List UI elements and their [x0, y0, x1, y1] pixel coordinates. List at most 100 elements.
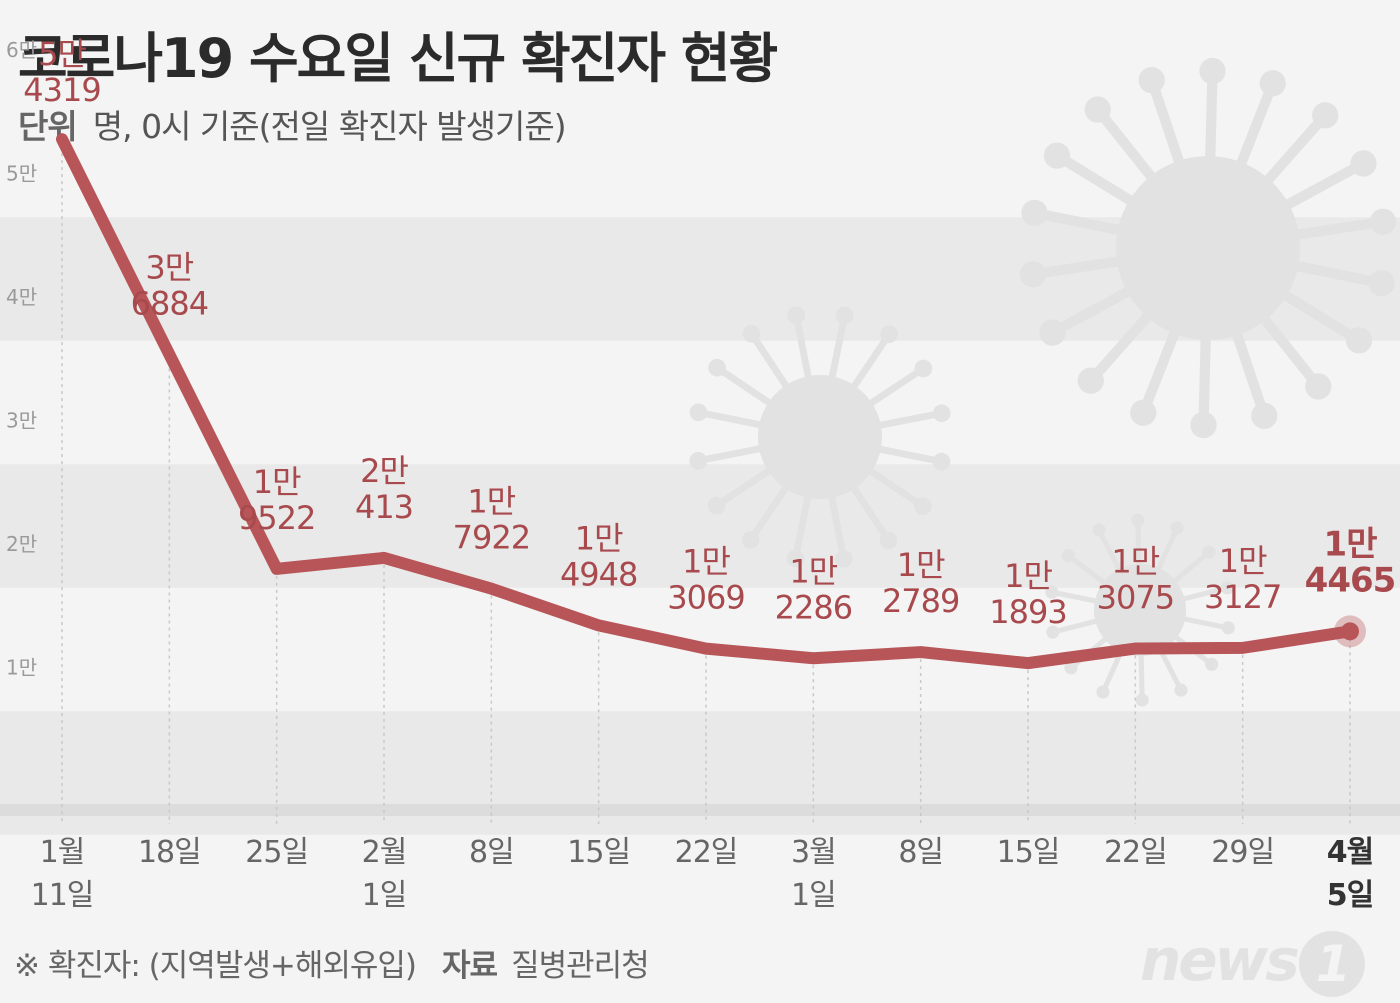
data-label-line1: 3만: [145, 248, 193, 286]
logo-text: news: [1140, 926, 1300, 994]
x-tick-label: 2월: [362, 835, 407, 870]
page-title: 코로나19 수요일 신규 확진자 현황: [18, 27, 778, 90]
virus-spike: [1232, 330, 1270, 421]
data-label-line1: 1만: [253, 463, 301, 501]
logo-mark: 1: [1298, 930, 1365, 997]
x-tick-label: 8일: [469, 835, 514, 870]
virus-spike: [1065, 553, 1106, 585]
virus-spike-tip: [1220, 581, 1234, 595]
unit-subtitle: 단위 명, 0시 기준(전일 확진자 발생기준): [18, 100, 567, 148]
data-label-line1: 2만: [360, 452, 408, 490]
data-label-line1: 1만: [897, 546, 945, 584]
news1-logo: news 1: [1140, 926, 1365, 997]
data-label-line2: 7922: [453, 519, 530, 557]
virus-spike-tip: [1077, 367, 1104, 394]
virus-spike-tip: [1345, 327, 1373, 354]
virus-spike: [877, 445, 945, 466]
x-tick-label: 8일: [898, 835, 943, 870]
virus-spike: [828, 312, 849, 380]
virus-spike-tip: [1061, 549, 1075, 563]
virus-spike-tip: [741, 530, 760, 549]
virus-spike: [1051, 150, 1135, 206]
virus-body: [1116, 156, 1300, 340]
virus-spike: [713, 364, 773, 406]
virus-spike-tip: [786, 549, 805, 568]
virus-spike: [1156, 525, 1180, 571]
virus-spike-tip: [1046, 625, 1060, 639]
data-label-line2: 3069: [667, 579, 744, 617]
virus-spike: [850, 485, 892, 544]
virus-spike: [851, 330, 893, 390]
virus-icon: [689, 306, 951, 568]
data-label-line2: 2286: [775, 588, 852, 626]
x-tick-label: 15일: [997, 835, 1060, 870]
virus-spike: [1293, 261, 1387, 289]
virus-spike: [1182, 616, 1231, 631]
virus-body: [1094, 564, 1186, 656]
virus-spike-tip: [1205, 657, 1219, 671]
virus-spike-tip: [1350, 150, 1377, 177]
data-label-line2: 3127: [1204, 578, 1281, 616]
data-label-line2: 4948: [560, 555, 637, 593]
virus-spike: [1085, 311, 1153, 386]
virus-spike-tip: [1368, 270, 1395, 297]
virus-spike: [1283, 158, 1369, 210]
series-line-layer: [56, 133, 1366, 670]
x-tick-label: 3월: [791, 835, 836, 870]
virus-body: [758, 375, 882, 499]
virus-spike: [1260, 314, 1324, 392]
virus-icon: [1045, 513, 1235, 707]
virus-spike-tip: [1084, 96, 1111, 123]
virus-spike-tip: [1130, 399, 1157, 426]
x-tick-label-sub: 1일: [362, 878, 407, 913]
virus-spike-tip: [1251, 402, 1278, 429]
data-label-line1: 1만: [1324, 524, 1378, 564]
virus-spike: [1029, 207, 1123, 235]
x-tick-label: 1월: [40, 835, 85, 870]
x-axis-baseline: [0, 804, 1400, 816]
virus-spike: [1050, 618, 1098, 635]
data-label-line1: 1만: [1219, 542, 1267, 580]
x-tick-label-sub: 1일: [791, 878, 836, 913]
virus-spike: [1205, 65, 1218, 162]
virus-spike-tip: [834, 549, 853, 568]
virus-spike: [791, 494, 812, 562]
virus-spike-tip: [689, 403, 708, 422]
virus-spike: [1172, 549, 1212, 584]
data-label-line1: 1만: [1004, 557, 1052, 595]
virus-spike: [868, 365, 927, 407]
virus-spike-tip: [932, 404, 951, 423]
virus-spike-tip: [1039, 319, 1066, 346]
virus-spike: [1281, 290, 1365, 346]
virus-spike: [1182, 585, 1230, 602]
virus-spike-tip: [1021, 199, 1048, 226]
virus-spike-tip: [879, 531, 898, 550]
virus-spike-tip: [914, 359, 933, 378]
grid-band: [0, 711, 1400, 835]
data-label-line1: 1만: [575, 519, 623, 557]
virus-spike-tip: [1202, 545, 1216, 559]
x-tick-label: 15일: [567, 835, 630, 870]
virus-spike-tip: [1019, 261, 1047, 288]
virus-spike: [1092, 104, 1156, 182]
virus-spike-tip: [1096, 685, 1110, 699]
x-tick-label: 25일: [245, 835, 308, 870]
virus-spike-tip: [1312, 102, 1339, 129]
virus-spike: [1138, 653, 1145, 703]
virus-spike-tip: [932, 452, 951, 471]
virus-spike-tip: [1174, 683, 1188, 697]
virus-spike: [1263, 110, 1331, 185]
virus-spike-tip: [1045, 585, 1059, 599]
virus-spike-tip: [708, 358, 727, 377]
virus-spike: [713, 467, 772, 509]
data-label-line2: 3075: [1097, 579, 1174, 617]
virus-spike: [748, 330, 790, 389]
x-tick-label: 29일: [1211, 835, 1274, 870]
virus-spike-tip: [913, 497, 932, 516]
virus-spike-tip: [1305, 373, 1332, 400]
footer-note: ※ 확진자: (지역발생+해외유입) 자료 질병관리청: [14, 940, 650, 985]
virus-spike: [695, 408, 763, 429]
data-label-line2: 1893: [989, 593, 1066, 631]
virus-spike: [1100, 649, 1124, 695]
